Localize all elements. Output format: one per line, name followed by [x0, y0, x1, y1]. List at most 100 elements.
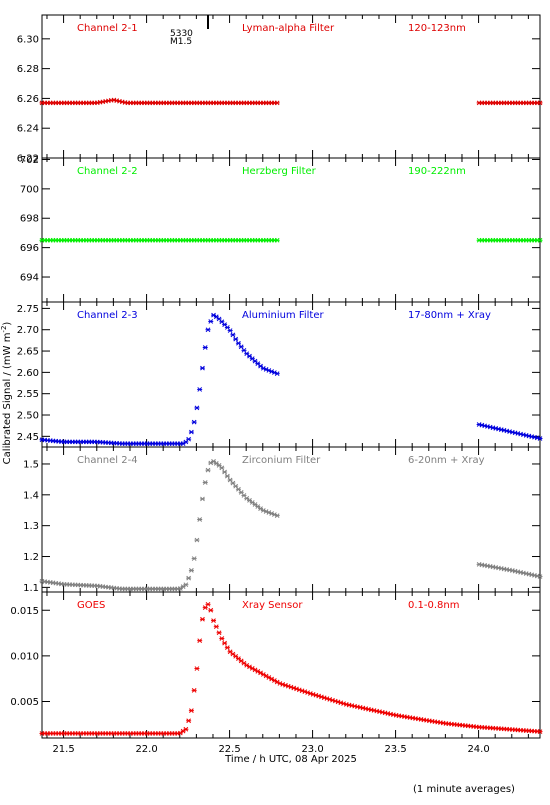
- y-tick-label: 2.45: [17, 432, 39, 443]
- data-point: [194, 537, 200, 543]
- data-point: [197, 638, 203, 644]
- data-point: [274, 513, 280, 518]
- flare-region-label: 5330: [170, 29, 193, 39]
- data-point: [202, 480, 208, 485]
- data-point: [537, 436, 543, 441]
- data-point: [199, 496, 205, 502]
- data-point: [219, 465, 225, 471]
- data-point: [208, 607, 214, 613]
- data-point: [230, 332, 236, 338]
- data-point: [199, 365, 205, 371]
- data-point: [219, 636, 225, 641]
- channel-label: Channel 2-4: [77, 455, 138, 466]
- data-point: [186, 436, 192, 442]
- data-point: [227, 328, 233, 333]
- data-point: [258, 506, 264, 511]
- filter-label: Aluminium Filter: [242, 310, 325, 321]
- data-point: [252, 502, 258, 507]
- data-point: [194, 666, 200, 671]
- data-point: [205, 327, 211, 333]
- x-tick-label: 22.5: [218, 744, 240, 755]
- data-series: [39, 458, 543, 592]
- data-point: [183, 582, 189, 588]
- panels-layer: 6.22 6.24 6.26 6.28 6.30 Channel 2-1 Lyman-alp…: [10, 14, 543, 739]
- data-series: [39, 237, 543, 243]
- panel-1: 6.22 6.24 6.26 6.28 6.30 Channel 2-1 Lyman-alp…: [17, 14, 543, 165]
- y-tick-label: 2.75: [17, 304, 39, 315]
- y-tick-label: 6.22: [17, 154, 39, 165]
- data-point: [177, 730, 183, 736]
- y-tick-label: 6.24: [17, 124, 39, 135]
- data-point: [222, 640, 228, 646]
- y-axis-label-close: ): [2, 322, 13, 326]
- y-tick-label: 0.005: [10, 697, 39, 708]
- data-point: [255, 504, 261, 509]
- data-point: [202, 345, 208, 350]
- data-point: [238, 344, 244, 350]
- y-axis-label-exponent: -2: [0, 326, 8, 333]
- x-axis-label: Time / h UTC, 08 Apr 2025: [224, 754, 357, 765]
- y-tick-label: 700: [20, 184, 39, 195]
- data-point: [274, 237, 280, 243]
- data-series: [39, 312, 543, 446]
- y-tick-label: 696: [20, 243, 39, 254]
- data-point: [216, 630, 222, 636]
- filter-label: Herzberg Filter: [242, 166, 317, 177]
- data-point: [205, 467, 211, 473]
- filter-label: Xray Sensor: [242, 600, 303, 611]
- data-point: [180, 728, 186, 734]
- data-point: [186, 718, 192, 724]
- x-tick-label: 23.0: [301, 744, 323, 755]
- channel-label: Channel 2-3: [77, 310, 138, 321]
- flare-class-label: M1.5: [170, 37, 192, 47]
- filter-label: Lyman-alpha Filter: [242, 23, 335, 34]
- x-tick-label: 22.0: [135, 744, 157, 755]
- panel-2: 694 696 698 700 702 Channel 2-2 Herzberg Filte…: [20, 155, 543, 303]
- channel-label: Channel 2-2: [77, 166, 138, 177]
- y-tick-label: 2.60: [17, 368, 39, 379]
- y-tick-label: 698: [20, 214, 39, 225]
- x-tick-label: 24.0: [467, 744, 489, 755]
- data-point: [197, 517, 203, 522]
- data-point: [194, 405, 200, 411]
- data-point: [188, 429, 194, 435]
- data-point: [235, 340, 241, 346]
- data-point: [537, 729, 543, 734]
- data-point: [186, 575, 192, 581]
- flare-annotation: 5330 M1.5: [170, 15, 209, 47]
- y-tick-label: 2.50: [17, 411, 39, 422]
- data-point: [247, 498, 252, 503]
- y-tick-label: 2.55: [17, 389, 39, 400]
- panel-3: 2.45 2.50 2.55 2.60 2.65 2.70 2.75 Channel 2-3 A…: [17, 301, 543, 448]
- data-series: [39, 601, 543, 736]
- y-tick-label: 0.015: [10, 606, 39, 617]
- band-label: 6-20nm + Xray: [408, 455, 485, 466]
- data-point: [233, 336, 239, 342]
- data-point: [208, 319, 214, 324]
- y-tick-label: 1.2: [23, 552, 39, 563]
- y-tick-label: 2.70: [17, 325, 39, 336]
- data-point: [205, 601, 211, 607]
- y-tick-label: 694: [20, 273, 39, 284]
- data-point: [188, 568, 194, 573]
- filter-label: Zirconium Filter: [242, 455, 321, 466]
- panel-5: 0.005 0.010 0.015 GOES Xray Sensor 0.1-0.8nm: [10, 591, 543, 739]
- averaging-note: (1 minute averages): [413, 784, 515, 795]
- band-label: 17-80nm + Xray: [408, 310, 491, 321]
- y-tick-label: 0.010: [10, 651, 39, 662]
- y-tick-label: 6.26: [17, 94, 39, 105]
- data-point: [222, 469, 228, 475]
- data-point: [213, 460, 219, 466]
- data-point: [224, 473, 230, 479]
- data-point: [537, 237, 543, 243]
- panel-4: 1.1 1.2 1.3 1.4 1.5 Channel 2-4 Zirconium Filt…: [23, 446, 543, 594]
- y-tick-label: 702: [20, 155, 39, 166]
- data-point: [197, 387, 203, 392]
- band-label: 190-222nm: [408, 166, 466, 177]
- data-point: [211, 618, 217, 623]
- data-point: [537, 100, 543, 106]
- y-axis-label-text: Calibrated Signal / (mW m: [2, 333, 13, 465]
- data-point: [244, 495, 250, 501]
- data-point: [537, 574, 543, 579]
